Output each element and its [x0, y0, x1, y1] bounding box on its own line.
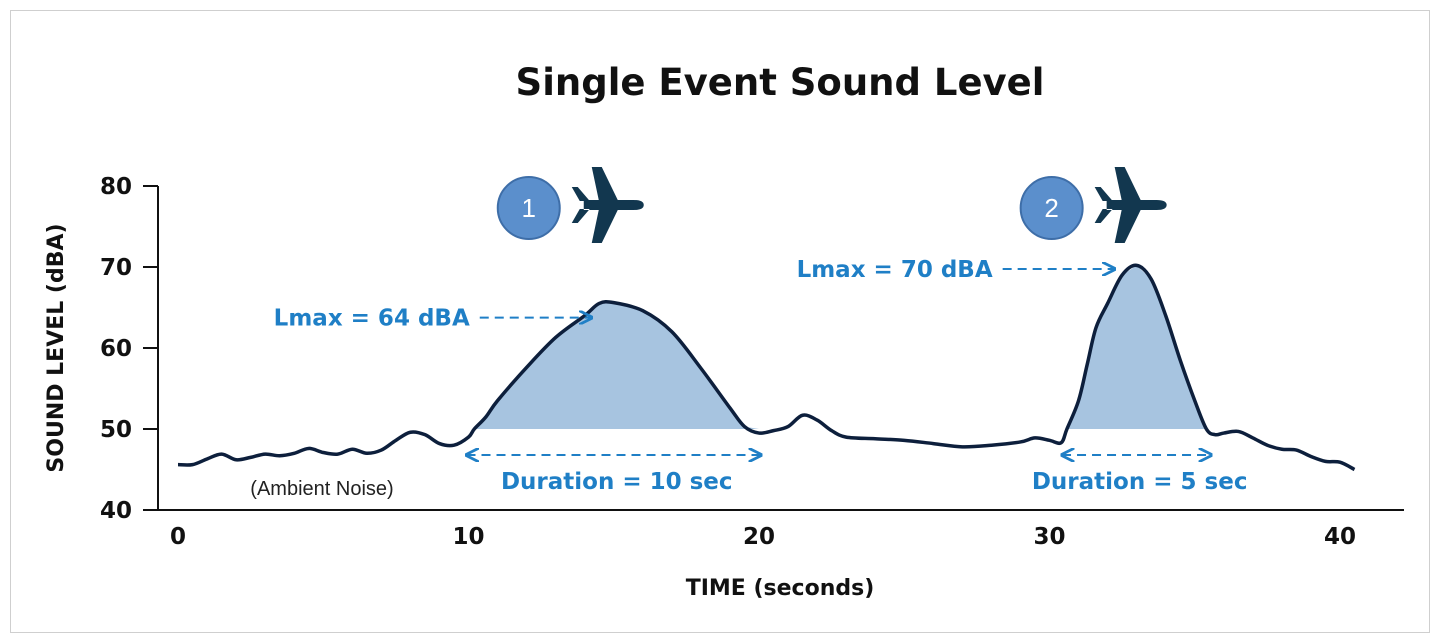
- y-tick-label: 40: [100, 498, 132, 524]
- event-2-lmax-label: Lmax = 70 dBA: [797, 257, 993, 283]
- event-1-duration-label: Duration = 10 sec: [501, 469, 733, 495]
- sound-level-line: [177, 263, 1356, 472]
- event-1-number: 1: [522, 193, 536, 223]
- event-1-area: [468, 302, 759, 429]
- event-1-number-badge: [496, 176, 561, 240]
- x-tick-label: 0: [170, 524, 186, 550]
- event-1-lmax-label: Lmax = 64 dBA: [274, 306, 470, 332]
- event-1: Lmax = 64 dBA Duration = 10 sec 1: [274, 167, 761, 495]
- event-2-duration-label: Duration = 5 sec: [1032, 469, 1248, 495]
- x-axis-label: TIME (seconds): [686, 576, 875, 601]
- airplane-icon: [1094, 167, 1167, 243]
- ambient-noise-annotation: (Ambient Noise): [250, 478, 393, 500]
- y-axis-label: SOUND LEVEL (dBA): [44, 223, 69, 472]
- event-2-number: 2: [1044, 193, 1058, 223]
- x-tick-label: 20: [743, 524, 775, 550]
- y-tick-label: 60: [100, 336, 132, 362]
- event-2-number-badge: [1019, 176, 1084, 240]
- chart-frame: [10, 10, 1430, 633]
- x-tick-label: 40: [1324, 524, 1356, 550]
- y-tick-label: 50: [100, 417, 132, 443]
- x-tick-label: 30: [1033, 524, 1065, 550]
- y-tick-label: 80: [100, 174, 132, 200]
- y-tick-label: 70: [100, 255, 132, 281]
- x-tick-label: 10: [452, 524, 484, 550]
- airplane-icon: [571, 167, 644, 243]
- chart-title: Single Event Sound Level: [516, 61, 1045, 104]
- event-2: Lmax = 70 dBA Duration = 5 sec 2: [797, 167, 1248, 495]
- event-2-area: [1064, 265, 1210, 429]
